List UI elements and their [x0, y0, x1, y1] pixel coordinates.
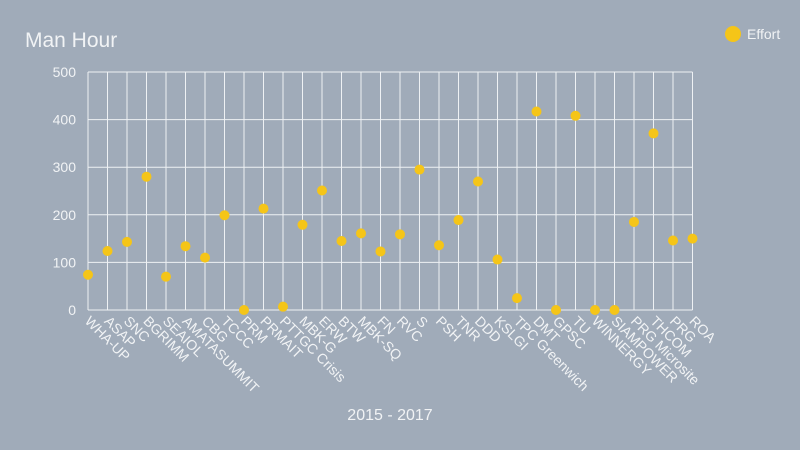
y-axis-ticks: 0 100 200 300 400 500	[53, 64, 77, 318]
chart-title: Man Hour	[25, 29, 117, 52]
data-point[interactable]	[590, 305, 600, 315]
y-tick-label: 300	[53, 159, 77, 175]
data-point[interactable]	[278, 301, 288, 312]
x-axis-ticks: WHA-UPASAPSNCBGRIMMSEAIOLAMATASUMMITCBGT…	[82, 313, 720, 396]
data-point[interactable]	[141, 171, 152, 182]
y-tick-label: 0	[68, 302, 76, 318]
data-point[interactable]	[395, 229, 405, 240]
data-point[interactable]	[102, 245, 113, 256]
data-point[interactable]	[239, 305, 249, 315]
data-point[interactable]	[570, 110, 581, 121]
grid	[87, 71, 693, 311]
data-point[interactable]	[161, 271, 171, 282]
x-axis-label: 2015 - 2017	[347, 407, 433, 424]
data-point[interactable]	[356, 228, 366, 239]
data-point[interactable]	[180, 241, 191, 252]
data-point[interactable]	[375, 246, 386, 257]
data-point[interactable]	[648, 128, 659, 139]
data-point[interactable]	[453, 215, 464, 226]
data-point[interactable]	[687, 233, 698, 244]
y-tick-label: 200	[53, 207, 77, 223]
data-point[interactable]	[336, 235, 347, 246]
data-points	[83, 106, 698, 315]
legend-label-effort: Effort	[747, 26, 780, 42]
data-point[interactable]	[414, 164, 425, 175]
data-point[interactable]	[258, 203, 269, 214]
data-point[interactable]	[434, 240, 444, 251]
data-point[interactable]	[83, 269, 93, 280]
legend[interactable]: Effort	[725, 26, 780, 42]
data-point[interactable]	[609, 305, 620, 315]
y-tick-label: 100	[53, 254, 77, 270]
data-point[interactable]	[297, 219, 308, 230]
data-point[interactable]	[219, 210, 230, 221]
data-point[interactable]	[122, 236, 132, 247]
data-point[interactable]	[551, 305, 561, 315]
data-point[interactable]	[473, 176, 483, 187]
data-point[interactable]	[492, 254, 503, 265]
data-point[interactable]	[668, 235, 678, 246]
legend-marker-effort	[725, 26, 741, 42]
data-point[interactable]	[512, 293, 522, 304]
data-point[interactable]	[531, 106, 542, 117]
y-tick-label: 400	[53, 112, 77, 128]
data-point[interactable]	[200, 252, 210, 263]
y-tick-label: 500	[53, 64, 77, 80]
data-point[interactable]	[629, 216, 639, 227]
data-point[interactable]	[317, 185, 327, 196]
